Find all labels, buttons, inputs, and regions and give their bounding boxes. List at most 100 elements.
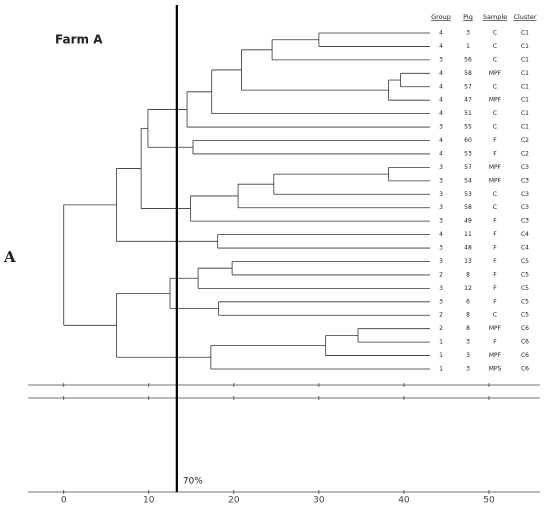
leaf-pig: 11 [464,231,472,238]
leaf-group: 3 [439,258,443,265]
leaf-group: 4 [439,43,443,50]
leaf-sample: F [493,245,497,252]
leaf-group: 3 [439,177,443,184]
leaf-group: 3 [439,298,443,305]
leaf-group: 3 [439,124,443,131]
leaf-cluster: C6 [521,325,529,332]
leaf-cluster: C1 [521,83,529,90]
leaf-cluster: C5 [521,258,529,265]
leaf-pig: 57 [464,83,472,90]
leaf-group: 1 [439,339,443,346]
leaf-pig: 51 [464,110,472,117]
leaf-pig: 58 [464,204,472,211]
leaf-group: 3 [439,56,443,63]
leaf-group: 3 [439,245,443,252]
leaf-group: 4 [439,97,443,104]
leaf-pig: 3 [466,352,470,359]
leaf-cluster: C6 [521,339,529,346]
leaf-group: 1 [439,352,443,359]
leaf-group: 3 [439,285,443,292]
leaf-group: 1 [439,366,443,373]
x-tick-label: 10 [143,496,155,506]
leaf-group: 4 [439,30,443,37]
leaf-sample: C [493,110,497,117]
leaf-sample: MPF [489,177,502,184]
leaf-group: 2 [439,271,443,278]
leaf-pig: 49 [464,218,472,225]
leaf-cluster: C1 [521,97,529,104]
leaf-sample: C [493,312,497,319]
x-tick-label: 30 [313,496,325,506]
leaf-pig: 3 [466,366,470,373]
x-tick-label: 40 [398,496,410,506]
leaf-sample: C [493,83,497,90]
leaf-pig: 3 [466,30,470,37]
leaf-sample: F [493,298,497,305]
leaf-cluster: C3 [521,177,529,184]
leaf-sample: C [493,43,497,50]
leaf-cluster: C2 [521,150,529,157]
leaf-pig: 6 [466,298,470,305]
x-tick-label: 50 [483,496,495,506]
column-header: Group [431,13,451,21]
leaf-sample: C [493,30,497,37]
leaf-group: 3 [439,204,443,211]
leaf-sample: C [493,56,497,63]
leaf-group: 2 [439,325,443,332]
leaf-pig: 8 [466,271,470,278]
leaf-pig: 1 [466,43,470,50]
leaf-cluster: C6 [521,366,529,373]
leaf-sample: MPS [489,366,502,373]
leaf-cluster: C5 [521,298,529,305]
leaf-cluster: C6 [521,352,529,359]
leaf-sample: F [493,137,497,144]
chart-title: Farm A [55,33,103,47]
leaf-pig: 54 [464,177,472,184]
leaf-sample: C [493,204,497,211]
leaf-pig: 13 [464,258,472,265]
leaf-sample: MPF [489,97,502,104]
leaf-group: 4 [439,150,443,157]
leaf-group: 4 [439,137,443,144]
column-header: Cluster [513,13,536,21]
leaf-sample: C [493,124,497,131]
leaf-sample: MPF [489,325,502,332]
leaf-cluster: C1 [521,56,529,63]
leaf-cluster: C1 [521,70,529,77]
leaf-pig: 3 [466,339,470,346]
leaf-sample: MPF [489,70,502,77]
leaf-group: 3 [439,191,443,198]
leaf-sample: F [493,285,497,292]
leaf-pig: 60 [464,137,472,144]
panel-label: A [3,248,16,266]
leaf-pig: 47 [464,97,472,104]
leaf-cluster: C2 [521,137,529,144]
x-tick-label: 0 [61,496,67,506]
leaf-sample: F [493,218,497,225]
leaf-pig: 8 [466,312,470,319]
leaf-sample: F [493,271,497,278]
leaf-group: 4 [439,231,443,238]
leaf-group: 4 [439,70,443,77]
leaf-group: 3 [439,164,443,171]
leaf-cluster: C4 [521,245,529,252]
leaf-cluster: C3 [521,164,529,171]
column-header: Pig [463,13,473,21]
leaf-sample: F [493,150,497,157]
leaf-cluster: C4 [521,231,529,238]
leaf-sample: MPF [489,352,502,359]
leaf-cluster: C5 [521,312,529,319]
leaf-pig: 56 [464,56,472,63]
leaf-sample: F [493,258,497,265]
leaf-cluster: C1 [521,110,529,117]
leaf-group: 3 [439,218,443,225]
leaf-group: 4 [439,110,443,117]
leaf-pig: 53 [464,150,472,157]
leaf-pig: 12 [464,285,472,292]
cutoff-label: 70% [183,477,203,487]
leaf-pig: 8 [466,325,470,332]
leaf-sample: C [493,191,497,198]
leaf-pig: 55 [464,124,472,131]
leaf-pig: 48 [464,245,472,252]
